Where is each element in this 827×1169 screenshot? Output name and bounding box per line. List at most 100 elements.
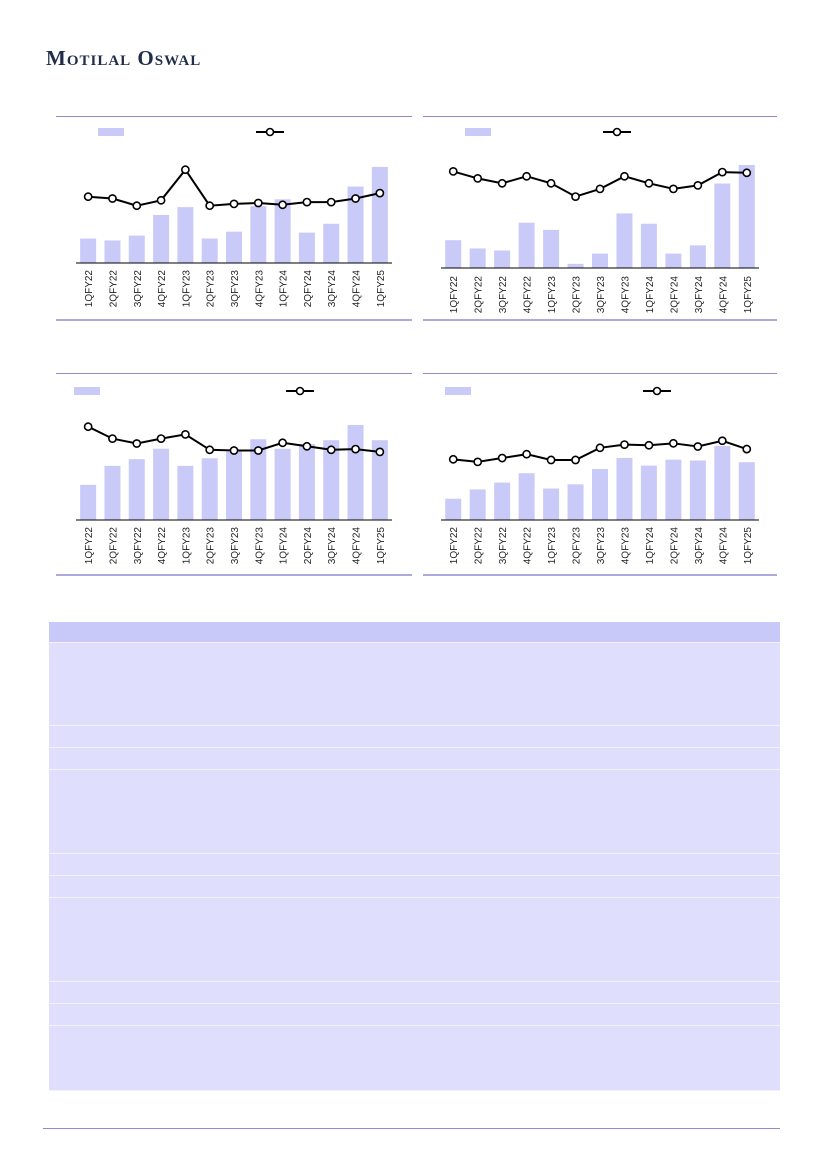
bar-2QFY24 <box>298 444 315 520</box>
bar-2QFY22 <box>469 489 486 520</box>
legend-line-marker <box>295 386 305 396</box>
bar-4QFY24 <box>347 186 364 263</box>
legend-bar-key <box>74 387 100 395</box>
x-tick-label: 3QFY23 <box>596 276 607 314</box>
bar-4QFY23 <box>616 457 633 520</box>
legend-line-marker <box>612 127 622 137</box>
line-point-1QFY22 <box>83 192 93 202</box>
bar-1QFY25 <box>371 166 388 263</box>
line-point-1QFY22 <box>83 422 93 432</box>
line-point-2QFY23 <box>571 455 580 465</box>
x-tick-label: 1QFY23 <box>181 527 192 565</box>
x-tick-label: 4QFY24 <box>718 276 729 314</box>
x-tick-label: 4QFY23 <box>620 527 631 565</box>
table-row <box>49 1025 780 1091</box>
x-tick-label: 3QFY23 <box>230 270 241 308</box>
bar-4QFY24 <box>347 425 364 520</box>
table-row <box>49 875 780 898</box>
bar-1QFY23 <box>177 207 194 263</box>
bar-3QFY23 <box>226 231 242 263</box>
line-point-1QFY23 <box>546 178 556 188</box>
table-row <box>49 1003 780 1026</box>
legend-bar-key <box>98 128 124 136</box>
bar-4QFY24 <box>714 183 731 268</box>
bar-2QFY23 <box>201 458 218 520</box>
x-tick-label: 1QFY24 <box>645 276 656 314</box>
line-point-4QFY24 <box>717 436 727 446</box>
x-tick-label: 1QFY25 <box>376 270 387 308</box>
line-point-3QFY24 <box>326 445 336 455</box>
bar-3QFY22 <box>128 459 145 520</box>
x-tick-label: 1QFY24 <box>279 527 290 565</box>
line-point-4QFY24 <box>351 444 360 454</box>
bar-3QFY23 <box>592 253 608 268</box>
bar-1QFY24 <box>274 448 291 520</box>
bar-2QFY24 <box>298 232 315 263</box>
x-tick-label: 4QFY24 <box>718 527 729 565</box>
chart-panel-2: 1QFY22 2QFY22 3QFY22 4QFY22 1QFY23 2QFY23 3QFY… <box>423 116 777 322</box>
bar-3QFY24 <box>689 245 706 268</box>
x-tick-label: 1QFY25 <box>743 527 754 565</box>
bar-1QFY22 <box>80 238 97 263</box>
bar-1QFY22 <box>80 484 97 520</box>
line-point-3QFY24 <box>693 181 703 190</box>
bar-4QFY23 <box>616 213 633 268</box>
x-tick-label: 1QFY22 <box>449 276 460 314</box>
bar-4QFY22 <box>153 214 170 263</box>
line-point-4QFY23 <box>620 171 629 181</box>
line-point-3QFY23 <box>595 443 605 453</box>
x-tick-label: 3QFY22 <box>133 270 144 308</box>
bar-1QFY23 <box>177 465 194 520</box>
x-tick-label: 3QFY24 <box>327 527 338 565</box>
bar-2QFY24 <box>665 459 682 520</box>
x-tick-label: 3QFY23 <box>596 527 607 565</box>
line-point-4QFY22 <box>156 195 166 205</box>
table-row <box>49 747 780 770</box>
line-point-3QFY22 <box>132 201 142 211</box>
x-tick-label: 3QFY24 <box>327 270 338 308</box>
x-tick-label: 2QFY24 <box>669 276 680 314</box>
x-tick-label: 1QFY23 <box>547 276 558 314</box>
bar-4QFY23 <box>250 206 267 263</box>
line-point-2QFY23 <box>205 445 215 455</box>
line-point-4QFY23 <box>253 198 263 208</box>
line-point-1QFY24 <box>644 178 654 188</box>
bar-1QFY23 <box>543 229 560 268</box>
line-point-4QFY23 <box>253 446 263 455</box>
line-point-4QFY23 <box>620 440 629 449</box>
line-point-1QFY25 <box>375 447 385 457</box>
x-tick-label: 4QFY22 <box>523 276 534 314</box>
bar-4QFY22 <box>518 222 535 268</box>
data-table <box>49 622 780 1091</box>
line-point-1QFY25 <box>742 444 752 454</box>
x-tick-label: 2QFY24 <box>303 527 314 565</box>
x-tick-label: 4QFY24 <box>352 527 363 565</box>
x-tick-label: 1QFY25 <box>376 527 387 565</box>
line-point-3QFY23 <box>595 184 605 194</box>
bar-1QFY22 <box>445 240 462 268</box>
bar-4QFY22 <box>518 473 535 520</box>
x-tick-label: 4QFY22 <box>157 270 168 308</box>
line-point-4QFY22 <box>522 171 532 181</box>
line-point-1QFY23 <box>180 165 190 175</box>
bar-3QFY22 <box>494 250 511 268</box>
bar-3QFY23 <box>592 469 608 520</box>
x-tick-label: 4QFY22 <box>523 527 534 565</box>
x-tick-label: 2QFY23 <box>206 527 217 565</box>
x-tick-label: 1QFY22 <box>84 270 95 308</box>
line-point-3QFY22 <box>497 178 507 188</box>
x-tick-label: 4QFY24 <box>352 270 363 308</box>
bar-3QFY22 <box>128 235 145 263</box>
chart-panel-4: 1QFY22 2QFY22 3QFY22 4QFY22 1QFY23 2QFY23 3QFY… <box>423 373 777 577</box>
x-tick-label: 1QFY24 <box>279 270 290 308</box>
bar-2QFY22 <box>104 465 121 520</box>
x-tick-label: 1QFY22 <box>449 527 460 565</box>
x-tick-label: 3QFY22 <box>498 276 509 314</box>
bar-3QFY23 <box>226 451 242 520</box>
line-point-1QFY24 <box>278 200 288 210</box>
bar-2QFY23 <box>201 238 218 263</box>
line-point-4QFY22 <box>522 449 532 459</box>
bar-1QFY22 <box>445 498 462 520</box>
line-point-4QFY22 <box>156 434 166 443</box>
line-point-1QFY22 <box>448 454 458 464</box>
